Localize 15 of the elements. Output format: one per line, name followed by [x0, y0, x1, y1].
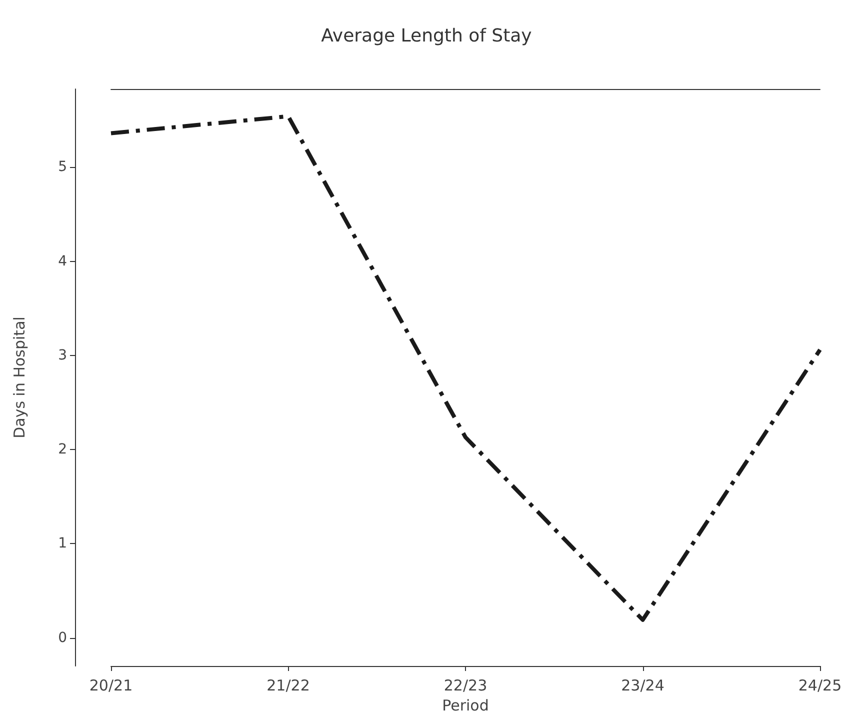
x-axis-title: Period [442, 696, 489, 714]
y-tick-label: 1 [58, 536, 67, 552]
y-tick-label: 4 [58, 253, 68, 270]
line-series [109, 114, 822, 622]
y-tick-label: 0 [58, 630, 67, 646]
y-tick-label: 5 [58, 159, 67, 176]
y-tick-label: 2 [58, 442, 67, 458]
chart-title: Average Length of Stay [321, 26, 532, 46]
y-axis-title: Days in Hospital [10, 316, 28, 438]
x-tick-label: 24/25 [798, 676, 842, 694]
x-tick-label: 23/24 [621, 676, 664, 694]
y-tick-label: 3 [58, 347, 67, 364]
x-tick-label: 21/22 [266, 676, 310, 694]
x-tick-label: 22/23 [444, 676, 488, 694]
x-tick-label: 20/21 [89, 676, 133, 694]
